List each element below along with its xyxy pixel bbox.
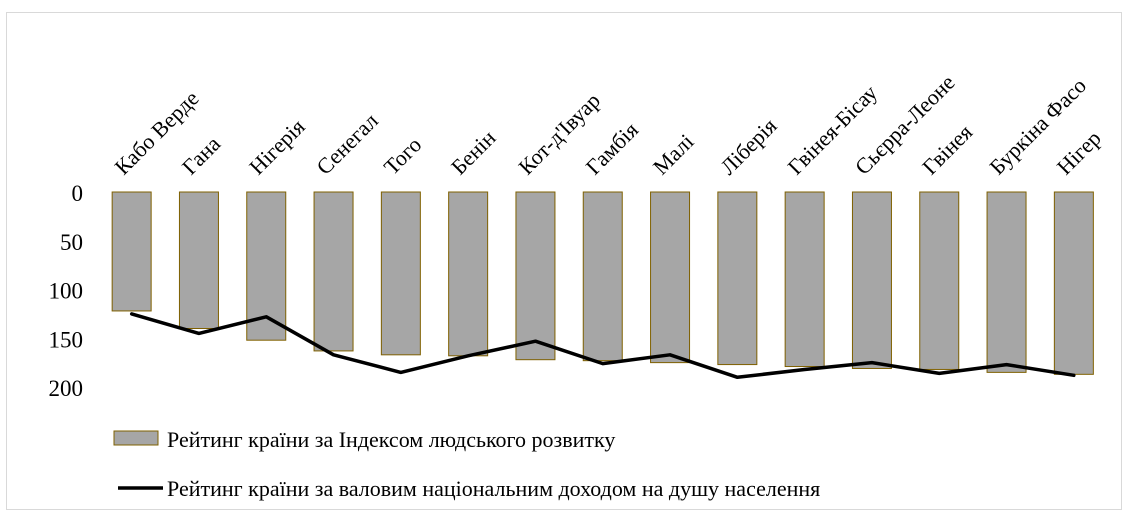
- bar-9: [717, 191, 758, 366]
- gni-rank-line: [129, 312, 1076, 380]
- y-tick-label-4: 200: [49, 376, 84, 401]
- legend-label-line: Рейтинг країни за валовим національним д…: [167, 476, 820, 501]
- y-tick-label-3: 150: [49, 327, 84, 352]
- y-tick-label-2: 100: [49, 279, 84, 304]
- category-label-3: Сенегал: [311, 108, 383, 180]
- bar-4: [380, 191, 421, 356]
- category-label-7: Гамбія: [581, 117, 643, 179]
- category-label-1: Гана: [177, 131, 226, 180]
- category-label-2: Нігерія: [244, 114, 310, 180]
- bar-12: [919, 191, 960, 370]
- category-label-14: Нігер: [1052, 125, 1106, 179]
- category-label-5: Бенін: [446, 125, 501, 180]
- bar-5: [448, 191, 489, 357]
- y-tick-label-0: 0: [72, 181, 84, 206]
- bar-6: [515, 191, 556, 361]
- bar-11: [851, 191, 892, 369]
- bar-13: [986, 191, 1027, 373]
- bar-8: [650, 191, 691, 364]
- bar-14: [1053, 191, 1094, 375]
- bar-3: [313, 191, 354, 352]
- legend-swatch-bars: [113, 430, 159, 446]
- category-label-4: Того: [379, 132, 427, 180]
- legend-label-bars: Рейтинг країни за Індексом людського роз…: [167, 427, 615, 452]
- category-label-8: Малі: [648, 129, 699, 180]
- bar-1: [178, 191, 219, 329]
- category-label-9: Ліберія: [715, 113, 781, 179]
- category-label-12: Гвінея: [917, 119, 977, 179]
- bar-7: [582, 191, 623, 362]
- y-tick-label-1: 50: [60, 230, 83, 255]
- bar-10: [784, 191, 825, 368]
- bar-0: [111, 191, 152, 312]
